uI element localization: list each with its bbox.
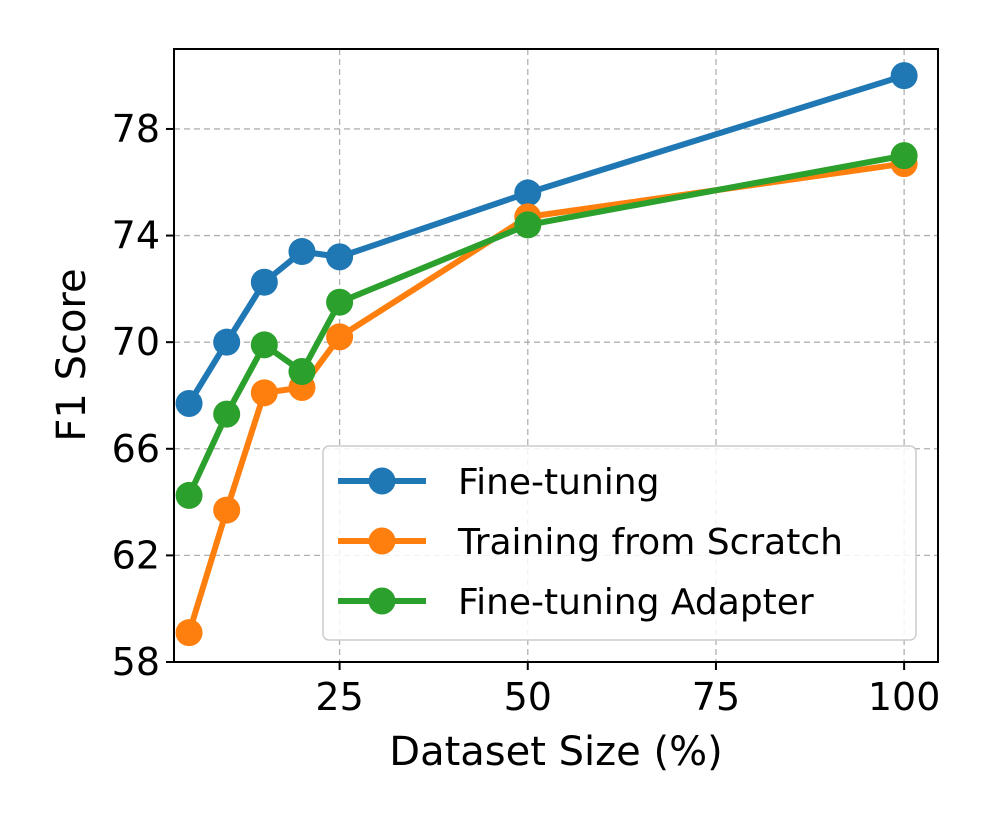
legend-item: Fine-tuning Adapter bbox=[338, 582, 814, 623]
y-tick-label: 66 bbox=[112, 427, 160, 471]
legend: Fine-tuning Training from Scratch Fine-tun… bbox=[322, 445, 917, 641]
data-point bbox=[514, 211, 542, 239]
legend-box bbox=[322, 445, 917, 641]
data-point bbox=[175, 389, 203, 417]
data-point bbox=[326, 243, 354, 271]
data-point bbox=[890, 62, 918, 90]
y-tick-label: 74 bbox=[112, 214, 160, 258]
legend-swatch-marker bbox=[368, 467, 396, 495]
legend-swatch-marker bbox=[368, 587, 396, 615]
x-tick-label: 100 bbox=[868, 675, 941, 719]
legend-label: Training from Scratch bbox=[457, 522, 843, 563]
y-tick-label: 70 bbox=[112, 320, 160, 364]
axis-ticks: 25 50 75 100 58 62 66 70 74 78 bbox=[112, 107, 941, 719]
plot-frame bbox=[173, 48, 939, 663]
y-tick-label: 78 bbox=[112, 107, 160, 151]
series-2 bbox=[175, 142, 918, 509]
y-axis-label: F1 Score bbox=[49, 268, 95, 441]
data-point bbox=[326, 323, 354, 351]
legend-swatch-marker bbox=[368, 527, 396, 555]
data-point bbox=[250, 379, 278, 407]
series-layer bbox=[175, 62, 918, 647]
x-axis-label: Dataset Size (%) bbox=[389, 729, 722, 775]
series-line bbox=[186, 152, 905, 497]
y-tick-label: 58 bbox=[112, 640, 160, 684]
data-point bbox=[250, 268, 278, 296]
data-point bbox=[890, 142, 918, 170]
data-point bbox=[175, 481, 203, 509]
legend-label: Fine-tuning bbox=[458, 462, 659, 503]
legend-label: Fine-tuning Adapter bbox=[458, 582, 814, 623]
data-point bbox=[213, 496, 241, 524]
data-point bbox=[250, 331, 278, 359]
y-tick-label: 62 bbox=[112, 533, 160, 577]
data-point bbox=[288, 238, 316, 266]
x-tick-label: 75 bbox=[692, 675, 740, 719]
legend-item: Training from Scratch bbox=[338, 522, 843, 563]
series-0 bbox=[175, 62, 918, 417]
data-point bbox=[514, 179, 542, 207]
data-point bbox=[213, 400, 241, 428]
data-point bbox=[326, 288, 354, 316]
legend-item: Fine-tuning bbox=[338, 462, 659, 503]
data-point bbox=[175, 619, 203, 647]
data-point bbox=[288, 357, 316, 385]
data-point bbox=[213, 328, 241, 356]
x-tick-label: 50 bbox=[504, 675, 552, 719]
x-tick-label: 25 bbox=[315, 675, 363, 719]
